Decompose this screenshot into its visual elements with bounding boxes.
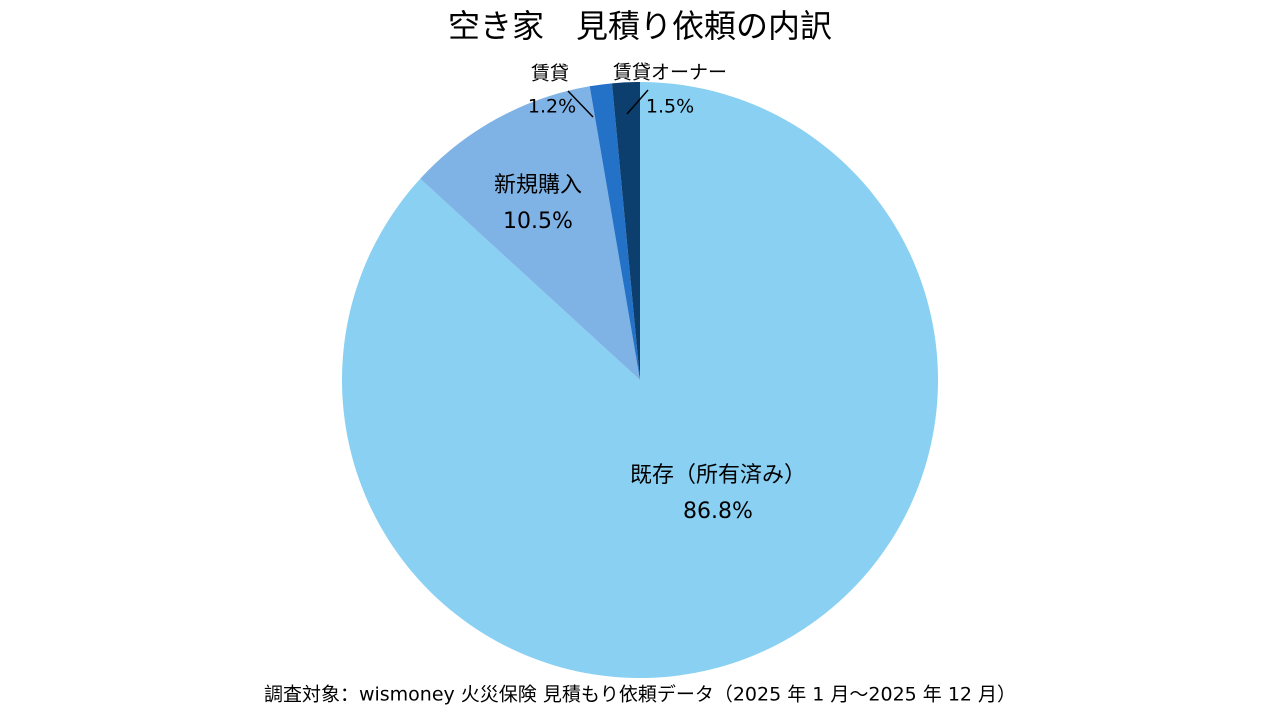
slice-label: 新規購入 [494,173,582,198]
leader-line [567,90,594,118]
value-label: 86.8% [683,499,753,524]
slice-label: 既存（所有済み） [630,463,806,488]
source-note: 調査対象：wismoney 火災保険 見積もり依頼データ（2025 年 1 月～… [264,684,1016,706]
leader-line [626,89,649,115]
pie-slice [611,82,640,380]
value-label: 10.5% [503,209,573,234]
chart-title: 空き家 見積り依頼の内訳 [448,7,832,45]
pie-slice [420,86,640,381]
slice-label: 賃貸 [531,63,569,85]
slice-label: 賃貸オーナー [613,62,727,84]
pie-slice [589,83,640,380]
value-label: 1.2% [528,96,576,118]
value-label: 1.5% [646,96,694,118]
